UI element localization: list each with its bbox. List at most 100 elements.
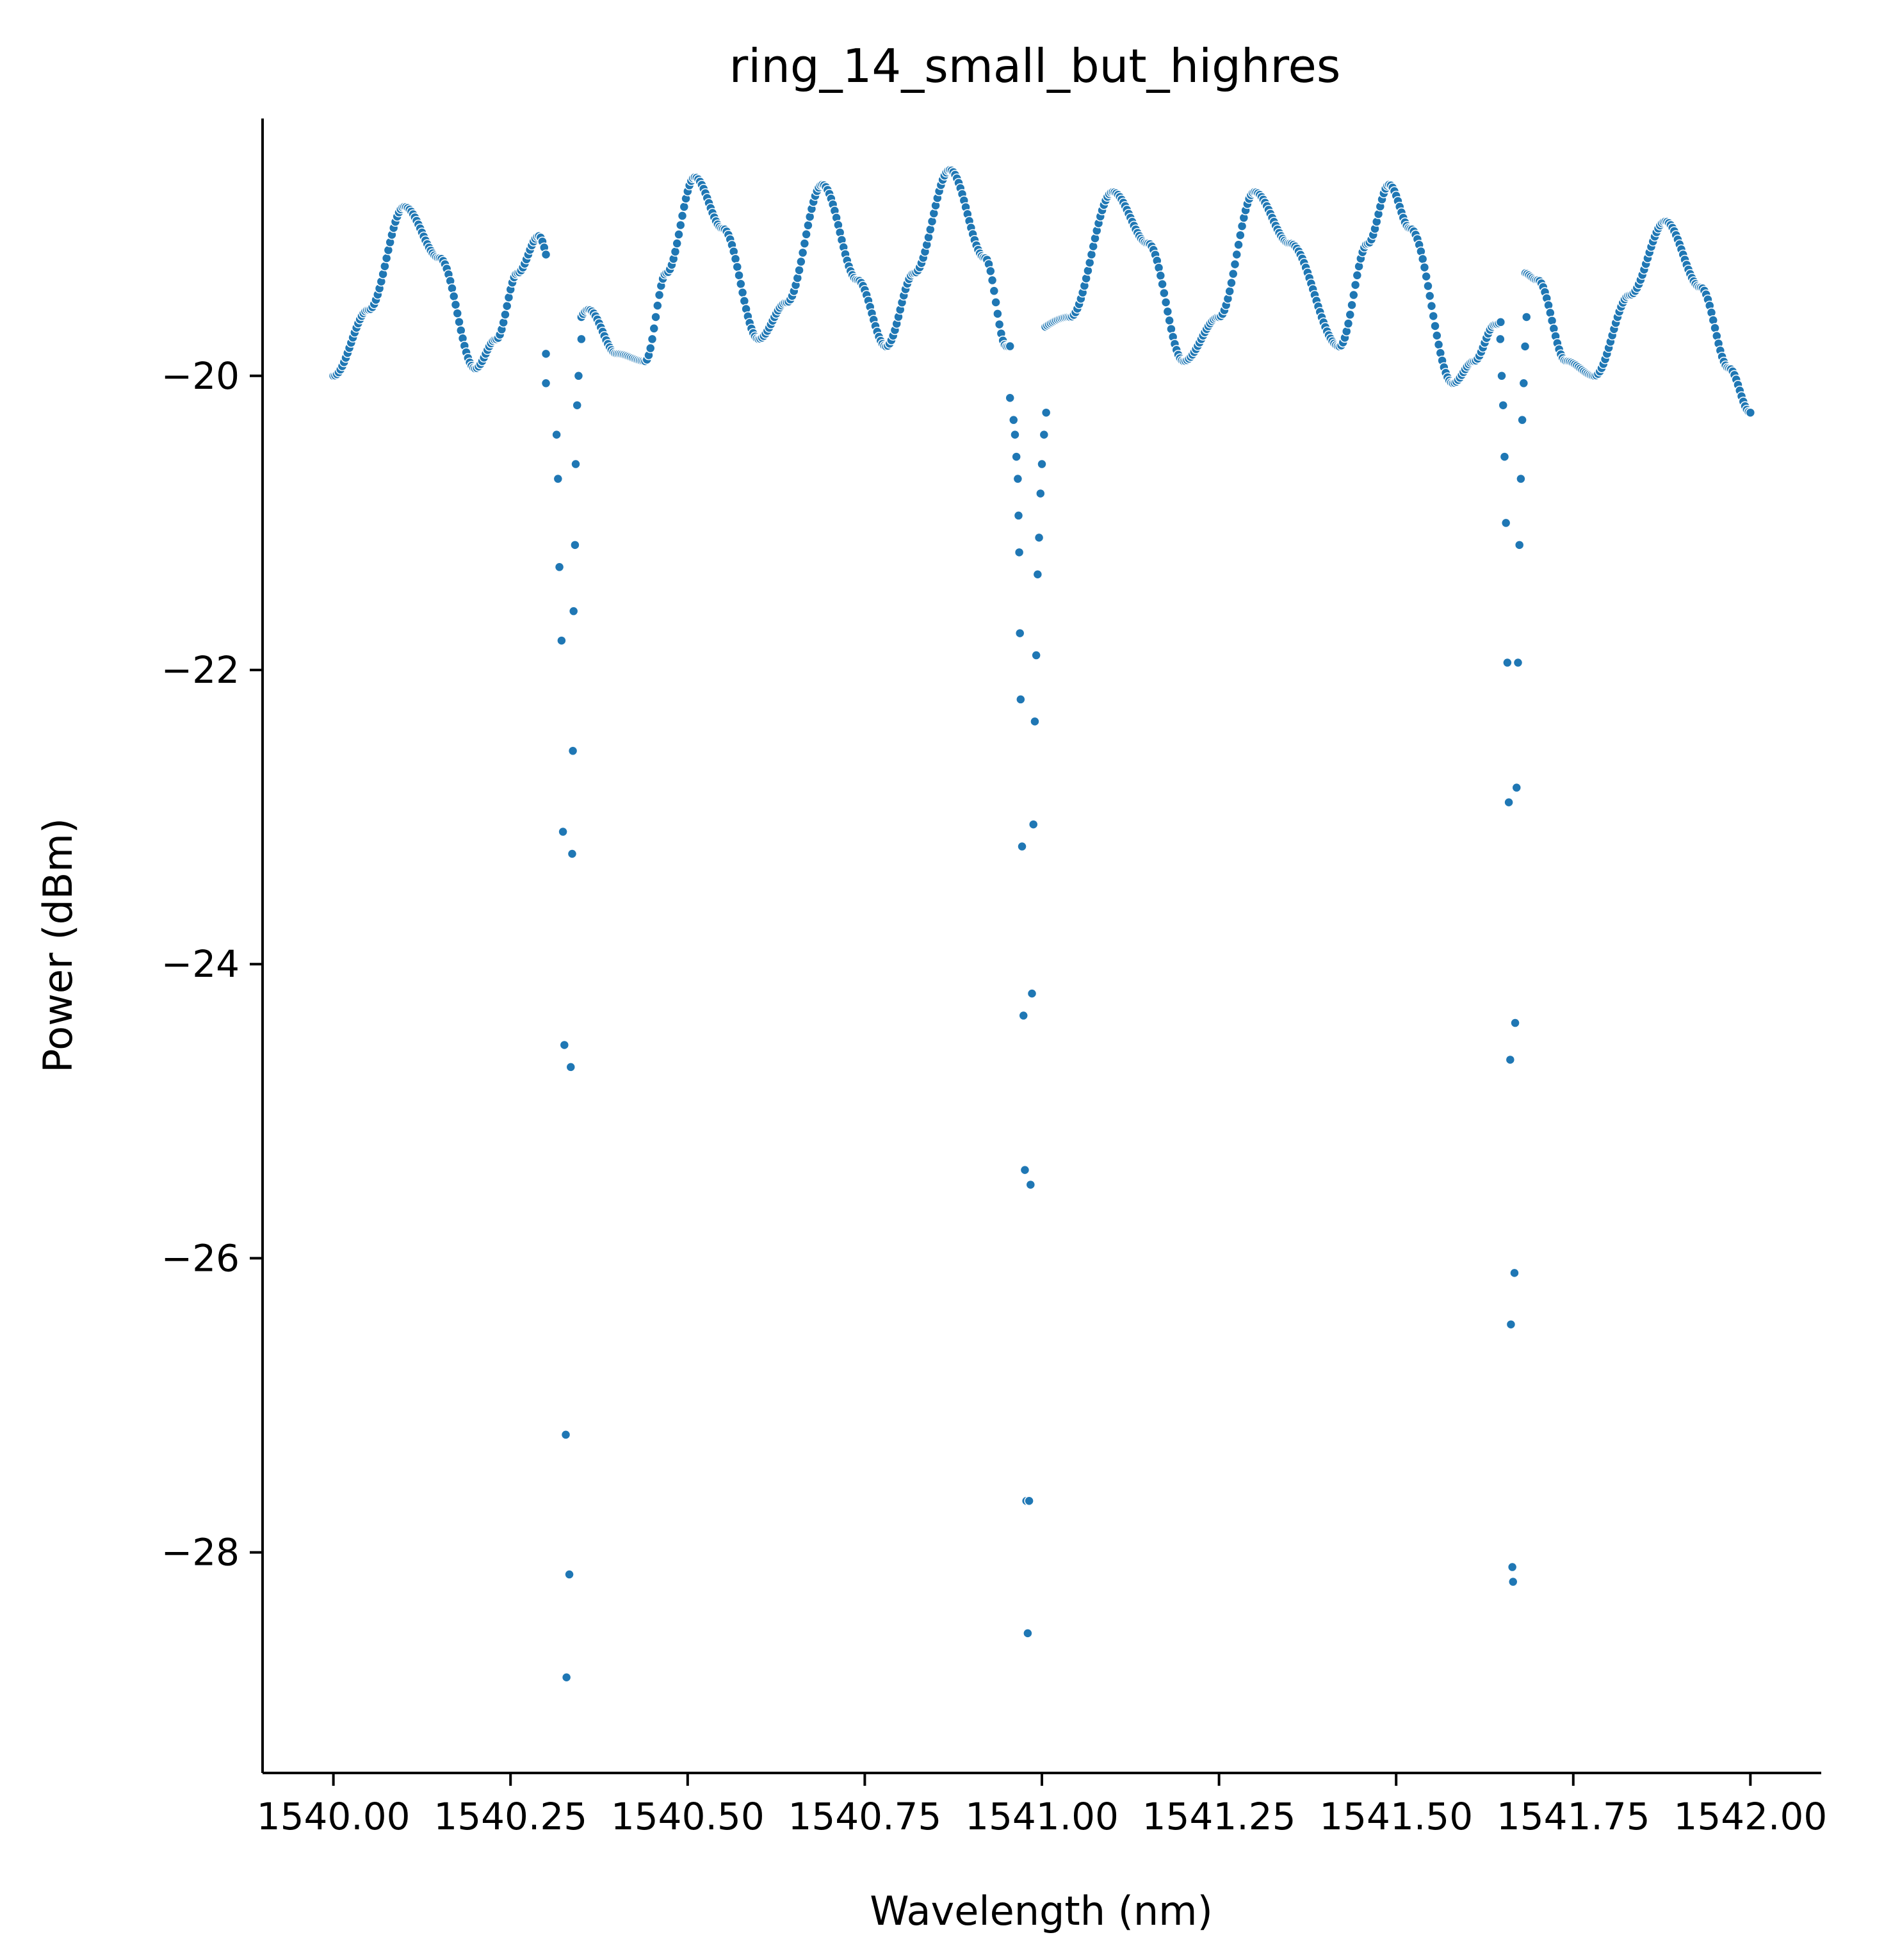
data-point [1424, 291, 1435, 301]
data-point [553, 473, 564, 484]
data-point [1018, 1010, 1028, 1021]
data-point [989, 286, 1000, 296]
data-point [1016, 694, 1026, 705]
data-point [1005, 341, 1015, 352]
y-tick-label: −26 [161, 1236, 240, 1280]
y-tick-label: −22 [161, 648, 240, 692]
data-point [677, 211, 688, 221]
data-point [1504, 797, 1514, 808]
data-point [1164, 315, 1174, 326]
data-point [1343, 318, 1354, 329]
x-tick-label: 1540.50 [611, 1795, 765, 1838]
data-point [501, 300, 512, 311]
data-point [1522, 312, 1532, 322]
x-tick-label: 1540.75 [788, 1795, 941, 1838]
data-point [498, 317, 508, 328]
data-point [1421, 271, 1431, 282]
data-point [448, 291, 459, 302]
data-point [540, 378, 551, 389]
data-point [447, 283, 457, 293]
data-point [1428, 311, 1439, 322]
data-point [1347, 300, 1357, 310]
data-point [1511, 782, 1522, 793]
data-point [647, 334, 658, 345]
x-tick-label: 1542.00 [1673, 1795, 1827, 1838]
data-point [1500, 518, 1511, 528]
data-point [1509, 1268, 1520, 1278]
data-point [1507, 1562, 1518, 1572]
data-point [1088, 241, 1098, 252]
data-point [1417, 254, 1428, 265]
data-point [452, 308, 462, 318]
data-point [1419, 262, 1430, 273]
x-axis-ticks: 1540.00 1540.25 1540.50 1540.75 1541.00 1541.… [257, 1773, 1827, 1838]
data-point [737, 288, 748, 298]
data-point [1499, 452, 1510, 462]
data-point [558, 826, 568, 837]
data-point [1231, 249, 1242, 260]
data-point [567, 746, 578, 756]
data-point [739, 296, 750, 306]
data-point [1510, 1018, 1520, 1028]
data-point [1423, 281, 1433, 291]
data-point [927, 216, 938, 227]
data-point [1495, 317, 1506, 327]
chart-title: ring_14_small_but_highres [729, 39, 1341, 93]
x-tick-label: 1541.75 [1497, 1795, 1650, 1838]
data-point [801, 229, 811, 240]
data-point [797, 247, 808, 258]
data-point [1155, 270, 1166, 281]
data-point [556, 635, 567, 646]
data-point [993, 309, 1003, 319]
data-point [540, 249, 551, 260]
data-point [1230, 259, 1240, 270]
data-point [1159, 288, 1169, 298]
data-point [564, 1569, 574, 1580]
data-point [796, 256, 806, 267]
data-point [1083, 265, 1093, 276]
x-tick-label: 1540.00 [257, 1795, 410, 1838]
data-point [454, 316, 464, 327]
x-tick-label: 1541.50 [1319, 1795, 1473, 1838]
data-point [500, 309, 510, 320]
data-point [1039, 429, 1050, 440]
data-point [1514, 540, 1525, 550]
data-point [987, 275, 998, 286]
data-point [1028, 819, 1039, 829]
data-point [654, 290, 665, 300]
data-point [986, 266, 996, 277]
data-point [565, 1062, 576, 1072]
data-point [1520, 341, 1531, 352]
data-point [732, 261, 743, 272]
data-point [679, 202, 690, 212]
data-point [573, 371, 584, 381]
data-point [1086, 249, 1097, 260]
data-point [653, 300, 663, 311]
data-point [1228, 268, 1238, 279]
data-point [1345, 309, 1356, 320]
data-point [1157, 279, 1167, 290]
data-point [551, 429, 562, 440]
data-point [1024, 1496, 1034, 1506]
data-point [676, 220, 686, 231]
data-point [560, 1430, 571, 1440]
data-point [567, 849, 578, 859]
data-point [1432, 331, 1442, 341]
data-point [1009, 414, 1019, 425]
data-point [381, 253, 392, 263]
data-point [1433, 339, 1444, 350]
data-point [1017, 841, 1027, 852]
data-point [1011, 452, 1021, 462]
data-point [1035, 488, 1046, 499]
data-point [572, 400, 582, 411]
data-point [380, 261, 390, 272]
data-point [576, 334, 587, 345]
data-point [1226, 277, 1237, 288]
data-point [1025, 1179, 1036, 1190]
data-point [670, 247, 681, 257]
data-point [1430, 321, 1440, 331]
data-point [645, 343, 656, 354]
data-point [1012, 473, 1023, 484]
data-point [1233, 240, 1244, 250]
